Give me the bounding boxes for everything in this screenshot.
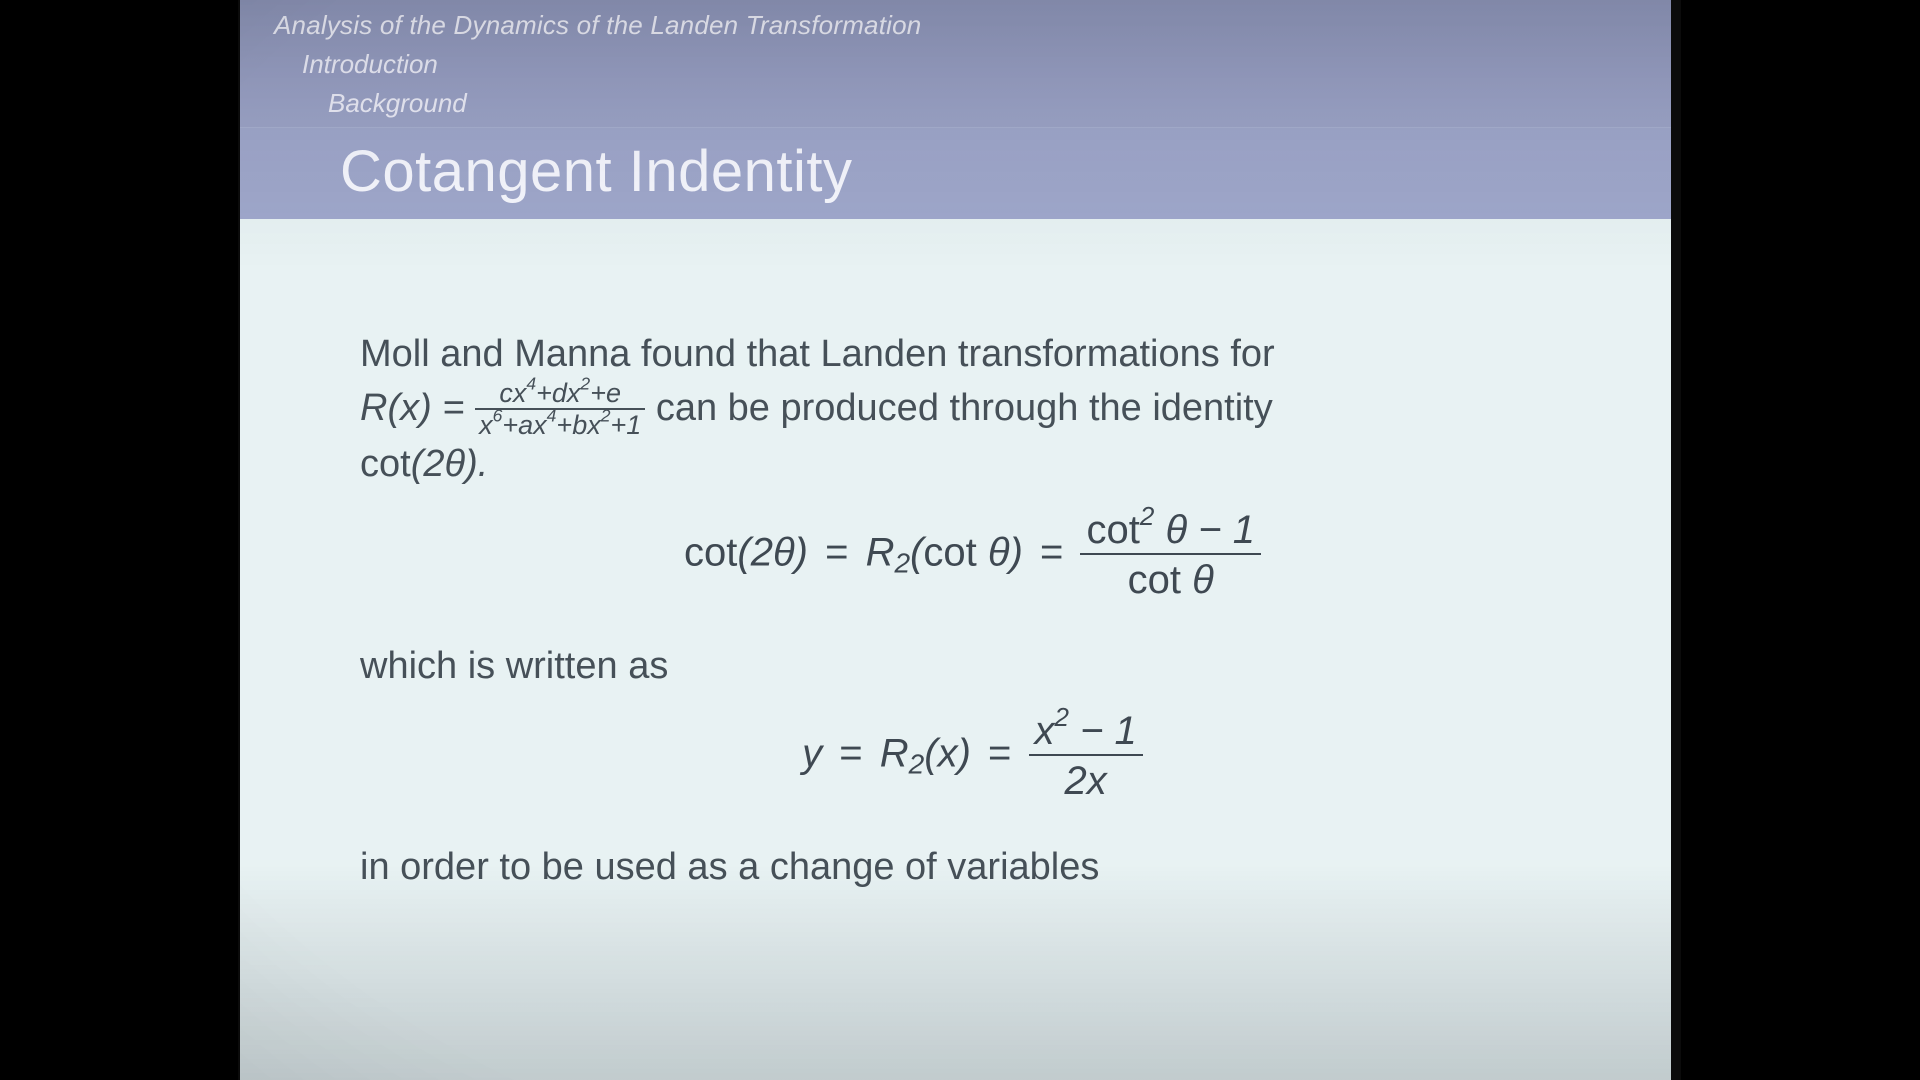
eq2-frac-num: x2 − 1: [1029, 710, 1143, 756]
slide-body: Moll and Manna found that Landen transfo…: [240, 219, 1675, 893]
slide: Analysis of the Dynamics of the Landen T…: [240, 0, 1675, 1080]
eq1-frac-den: cot θ: [1080, 555, 1261, 601]
eq2-frac-den: 2x: [1029, 756, 1143, 802]
breadcrumb-level-1: Analysis of the Dynamics of the Landen T…: [240, 4, 1675, 43]
para1-tail: cot(2θ).: [360, 443, 488, 485]
eq2-fraction: x2 − 1 2x: [1029, 710, 1143, 802]
eq1-cot: cot: [684, 530, 737, 574]
equation-1: cot(2θ) = R2(cot θ) = cot2 θ − 1 cot θ: [360, 509, 1585, 601]
screen-bezel-right: [1671, 0, 1681, 1080]
para1-rx-lhs: R(x) =: [360, 387, 475, 429]
para1-prefix: Moll and Manna found that Landen transfo…: [360, 333, 1275, 375]
breadcrumb-level-3: Background: [240, 82, 1675, 127]
para1-inline-fraction: cx4+dx2+e x6+ax4+bx2+1: [475, 380, 645, 439]
stage: Analysis of the Dynamics of the Landen T…: [0, 0, 1920, 1080]
paragraph-1: Moll and Manna found that Landen transfo…: [360, 329, 1585, 491]
paragraph-2: which is written as: [360, 641, 1585, 692]
slide-title: Cotangent Indentity: [240, 127, 1675, 219]
eq1-fraction: cot2 θ − 1 cot θ: [1080, 509, 1261, 601]
breadcrumb-level-2: Introduction: [240, 43, 1675, 82]
eq1-frac-num: cot2 θ − 1: [1080, 509, 1261, 555]
para1-mid: can be produced through the identity: [656, 387, 1273, 429]
equation-2: y = R2(x) = x2 − 1 2x: [360, 710, 1585, 802]
paragraph-3: in order to be used as a change of varia…: [360, 842, 1585, 893]
slide-header: Analysis of the Dynamics of the Landen T…: [240, 0, 1675, 219]
para1-frac-den: x6+ax4+bx2+1: [475, 410, 645, 439]
